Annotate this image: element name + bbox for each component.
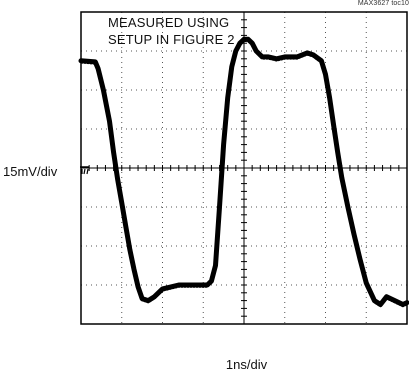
x-scale-label: 1ns/div [225,357,268,372]
y-scale-label: 15mV/div [3,164,58,179]
plot-border [80,11,408,325]
measurement-note: MEASURED USING SETUP IN FIGURE 2 [108,14,235,48]
center-axes [80,11,408,325]
measurement-note-line-2: SETUP IN FIGURE 2 [108,32,235,47]
figure-id: MAX3627 toc10 [357,0,409,7]
waveform-trace [78,36,409,308]
measurement-note-line-1: MEASURED USING [108,15,230,30]
waveform-noise [80,39,408,308]
plot-frame [80,11,408,325]
